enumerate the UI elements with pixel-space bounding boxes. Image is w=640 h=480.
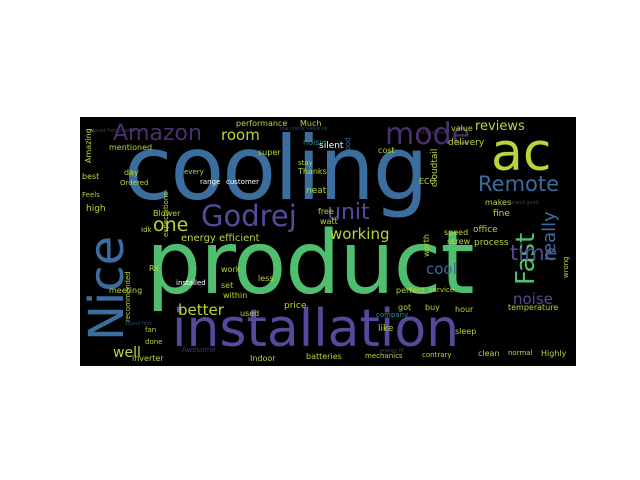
word-cloud-word: price xyxy=(284,301,307,311)
word-cloud-word: unit xyxy=(327,200,370,225)
word-cloud-word: free xyxy=(318,207,334,216)
word-cloud-word: inverter xyxy=(132,354,164,363)
word-cloud-word: one xyxy=(153,214,189,236)
word-cloud-word: stay xyxy=(298,159,313,167)
word-cloud-word: Awesome xyxy=(182,346,216,354)
word-cloud-word: working xyxy=(330,225,390,243)
word-cloud-word: Highly xyxy=(541,349,567,358)
word-cloud-word: clean xyxy=(478,349,500,358)
word-cloud-word: better xyxy=(178,301,224,319)
filler-text: low check value ok xyxy=(280,126,328,132)
word-cloud-word: time xyxy=(510,241,558,265)
word-cloud-word: recommended xyxy=(124,271,132,322)
word-cloud-word: mode xyxy=(385,117,471,152)
word-cloud-word: value xyxy=(451,124,473,133)
word-cloud-word: installation xyxy=(172,299,460,359)
word-cloud-word: well xyxy=(113,345,141,361)
filler-text: energy fit xyxy=(380,348,405,354)
word-cloud-word: cloudtail xyxy=(430,148,440,187)
word-cloud-word: Godrej xyxy=(201,199,297,233)
word-cloud-word: Ordered xyxy=(120,179,149,187)
word-cloud-word: ECO xyxy=(419,177,436,186)
word-cloud-word: meeting xyxy=(109,286,143,295)
word-cloud-word: cooling xyxy=(124,117,429,220)
word-cloud-word: expectations xyxy=(162,191,170,237)
word-cloud-word: Rs xyxy=(149,264,159,273)
word-cloud-word: reviews xyxy=(475,119,525,134)
word-cloud-word: screw xyxy=(447,237,471,246)
word-cloud-word: like xyxy=(378,324,394,334)
word-cloud-word: silent xyxy=(319,141,344,151)
word-cloud-word: Feels xyxy=(82,191,100,199)
word-cloud-word: Amazon xyxy=(113,121,202,146)
word-cloud-word: work xyxy=(221,265,241,274)
word-cloud-word: really xyxy=(539,211,560,261)
word-cloud-word: hour xyxy=(455,305,474,314)
word-cloud-word: Remote xyxy=(478,172,560,196)
word-cloud-word: process xyxy=(474,238,509,248)
word-cloud-word: Indoor xyxy=(250,354,276,363)
word-cloud-word: got xyxy=(398,303,412,312)
word-cloud-word: sleep xyxy=(455,327,477,336)
filler-text: sound first xyxy=(125,321,152,327)
word-cloud-word: range xyxy=(200,178,221,186)
word-cloud-word: worth xyxy=(422,234,431,257)
word-cloud-word: Blower xyxy=(153,209,181,218)
word-cloud-word: wrong xyxy=(562,256,570,278)
word-cloud-word: day xyxy=(124,168,139,177)
word-cloud-word: contrary xyxy=(422,351,452,359)
word-cloud-word: Idk xyxy=(141,226,152,234)
word-cloud-word: perfect xyxy=(396,286,425,295)
word-cloud-word: fan xyxy=(145,326,157,334)
word-cloud-word: Amazing xyxy=(84,128,93,163)
word-cloud-word: fine xyxy=(493,209,510,219)
word-cloud-word: energy efficient xyxy=(181,233,260,244)
word-cloud-word: temperature xyxy=(508,303,559,312)
word-cloud-word: delivery xyxy=(448,138,485,148)
word-cloud-word: used xyxy=(240,309,260,318)
word-cloud-word: makes xyxy=(485,198,512,207)
word-cloud-word: buy xyxy=(425,303,440,312)
word-cloud-word: room xyxy=(221,126,260,144)
word-cloud-word: cool xyxy=(426,260,457,278)
word-cloud-word: product xyxy=(146,212,475,314)
word-cloud-word: speed xyxy=(444,228,469,237)
word-cloud-word: noisy xyxy=(303,138,325,147)
word-cloud-word: neat xyxy=(306,186,327,196)
word-cloud-word: batteries xyxy=(306,352,342,361)
word-cloud-word: customer xyxy=(226,178,259,186)
word-cloud-word: every xyxy=(184,168,204,176)
word-cloud-word: Thanks xyxy=(298,167,327,176)
word-cloud-word: set xyxy=(221,281,234,290)
word-cloud: ordered fixing quick nice low check valu… xyxy=(80,117,576,366)
word-cloud-word: normal xyxy=(508,349,533,357)
word-cloud-word: office xyxy=(473,225,498,235)
word-cloud-word: performance xyxy=(236,119,288,128)
word-cloud-word: mentioned xyxy=(109,143,153,152)
word-cloud-word: high xyxy=(86,204,106,214)
filler-text: ordered fixing quick nice xyxy=(86,128,148,134)
word-cloud-word: less xyxy=(258,274,274,283)
word-cloud-word: within xyxy=(223,291,248,300)
word-cloud-word: service xyxy=(429,286,455,294)
word-cloud-word: ac xyxy=(491,123,552,183)
word-cloud-word: noise xyxy=(513,290,553,308)
word-cloud-word: cost xyxy=(378,146,395,155)
word-cloud-word: super xyxy=(258,148,281,157)
filler-text: star almost xyxy=(420,130,449,136)
word-cloud-word: company xyxy=(376,311,409,319)
word-cloud-word: installed xyxy=(176,279,206,287)
word-cloud-word: Much xyxy=(300,119,322,128)
word-cloud-word: best xyxy=(82,172,100,181)
filler-text: brand good xyxy=(510,200,539,206)
word-cloud-word: watt xyxy=(320,217,338,226)
word-cloud-word: done xyxy=(145,338,163,346)
word-cloud-word: mechanics xyxy=(365,352,403,360)
word-cloud-word: good xyxy=(344,137,352,155)
